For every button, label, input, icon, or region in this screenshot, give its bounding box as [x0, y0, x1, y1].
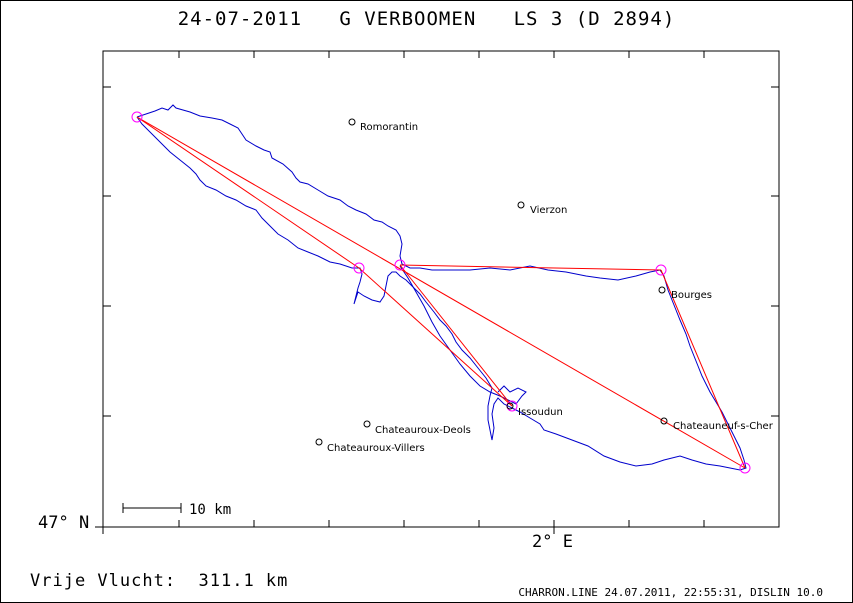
city-marker-chateauneuf	[660, 417, 668, 425]
latitude-label: 47° N	[38, 513, 90, 533]
turnpoint-3	[394, 259, 406, 271]
turnpoint-6	[739, 462, 751, 474]
city-marker-chateauroux-deols	[363, 420, 371, 428]
city-marker-vierzon	[517, 201, 525, 209]
city-label-issoudun: Issoudun	[518, 407, 563, 418]
city-markers	[315, 118, 668, 446]
footer-info: CHARRON.LINE 24.07.2011, 22:55:31, DISLI…	[518, 586, 823, 599]
city-label-bourges: Bourges	[671, 290, 712, 301]
gps-track-extra	[399, 265, 527, 405]
city-label-chateauneuf: Chateauneuf-s-Cher	[673, 421, 774, 432]
map-frame	[102, 50, 780, 528]
city-marker-issoudun	[506, 402, 514, 410]
city-label-romorantin: Romorantin	[360, 122, 418, 133]
city-label-chateauroux-deols: Chateauroux-Deols	[375, 425, 471, 436]
city-marker-bourges	[658, 286, 666, 294]
flight-title: 24-07-2011 G VERBOOMEN LS 3 (D 2894)	[177, 8, 676, 30]
task-lines	[136, 116, 746, 469]
turnpoint-2	[353, 262, 365, 274]
axis-ticks	[95, 51, 779, 534]
longitude-label: 2° E	[532, 532, 573, 552]
city-marker-romorantin	[348, 118, 356, 126]
turnpoint-start	[131, 111, 143, 123]
gps-track	[136, 104, 747, 471]
free-flight-distance: Vrije Vlucht: 311.1 km	[30, 571, 289, 591]
scale-bar-label: 10 km	[189, 502, 231, 518]
scale-bar	[122, 503, 182, 513]
turnpoints	[131, 111, 751, 474]
city-label-chateauroux-villers: Chateauroux-Villers	[327, 443, 425, 454]
turnpoint-5	[655, 264, 667, 276]
city-label-vierzon: Vierzon	[530, 205, 567, 216]
city-marker-chateauroux-villers	[315, 438, 323, 446]
